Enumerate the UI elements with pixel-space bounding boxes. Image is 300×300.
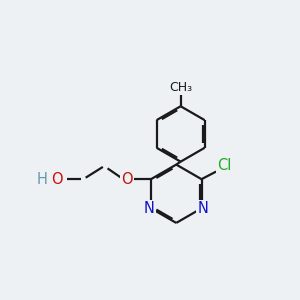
Text: O: O	[121, 172, 133, 187]
Text: Cl: Cl	[217, 158, 231, 173]
Text: O: O	[51, 172, 62, 187]
Text: N: N	[197, 201, 208, 216]
Text: N: N	[144, 201, 155, 216]
Text: H: H	[37, 172, 48, 187]
Text: CH₃: CH₃	[169, 81, 192, 94]
